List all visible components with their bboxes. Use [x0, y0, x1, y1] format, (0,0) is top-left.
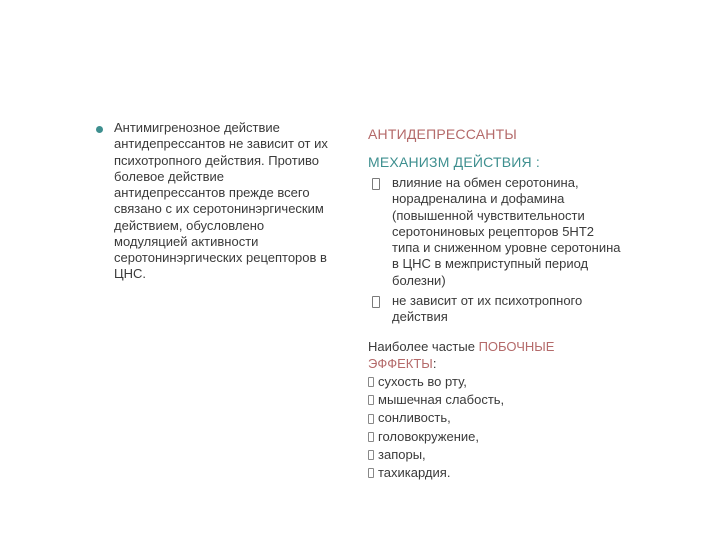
mechanism-list: влияние на обмен серотонина, норадренали… — [368, 175, 624, 325]
list-item: тахикардия. — [368, 465, 624, 481]
list-item: не зависит от их психотропного действия — [368, 293, 624, 326]
list-item: запоры, — [368, 447, 624, 463]
left-paragraph-text: Антимигренозное действие антидепрессанто… — [114, 120, 328, 281]
side-effects-list: сухость во рту, мышечная слабость, сонли… — [368, 374, 624, 482]
list-item: головокружение, — [368, 429, 624, 445]
side-effect-text: запоры, — [378, 447, 426, 462]
list-item: сонливость, — [368, 410, 624, 426]
side-effect-text: сухость во рту, — [378, 374, 467, 389]
side-effects-intro: Наиболее частые ПОБОЧНЫЕ ЭФФЕКТЫ: — [368, 339, 624, 372]
mechanism-item-text: влияние на обмен серотонина, норадренали… — [392, 175, 621, 288]
list-item: сухость во рту, — [368, 374, 624, 390]
side-effects-suffix: : — [433, 356, 437, 371]
mechanism-item-text: не зависит от их психотропного действия — [392, 293, 582, 324]
list-item: влияние на обмен серотонина, норадренали… — [368, 175, 624, 289]
list-item: мышечная слабость, — [368, 392, 624, 408]
side-effect-text: головокружение, — [378, 429, 479, 444]
left-bullet-list: Антимигренозное действие антидепрессанто… — [96, 120, 336, 283]
left-paragraph-item: Антимигренозное действие антидепрессанто… — [96, 120, 336, 283]
slide: Антимигренозное действие антидепрессанто… — [0, 0, 720, 540]
right-column: АНТИДЕПРЕССАНТЫ МЕХАНИЗМ ДЕЙСТВИЯ : влия… — [360, 120, 680, 500]
title-antidepressants: АНТИДЕПРЕССАНТЫ — [368, 126, 624, 144]
side-effect-text: тахикардия. — [378, 465, 450, 480]
mechanism-heading: МЕХАНИЗМ ДЕЙСТВИЯ : — [368, 154, 624, 172]
left-column: Антимигренозное действие антидепрессанто… — [40, 120, 360, 500]
side-effect-text: мышечная слабость, — [378, 392, 504, 407]
side-effects-prefix: Наиболее частые — [368, 339, 479, 354]
side-effect-text: сонливость, — [378, 410, 451, 425]
